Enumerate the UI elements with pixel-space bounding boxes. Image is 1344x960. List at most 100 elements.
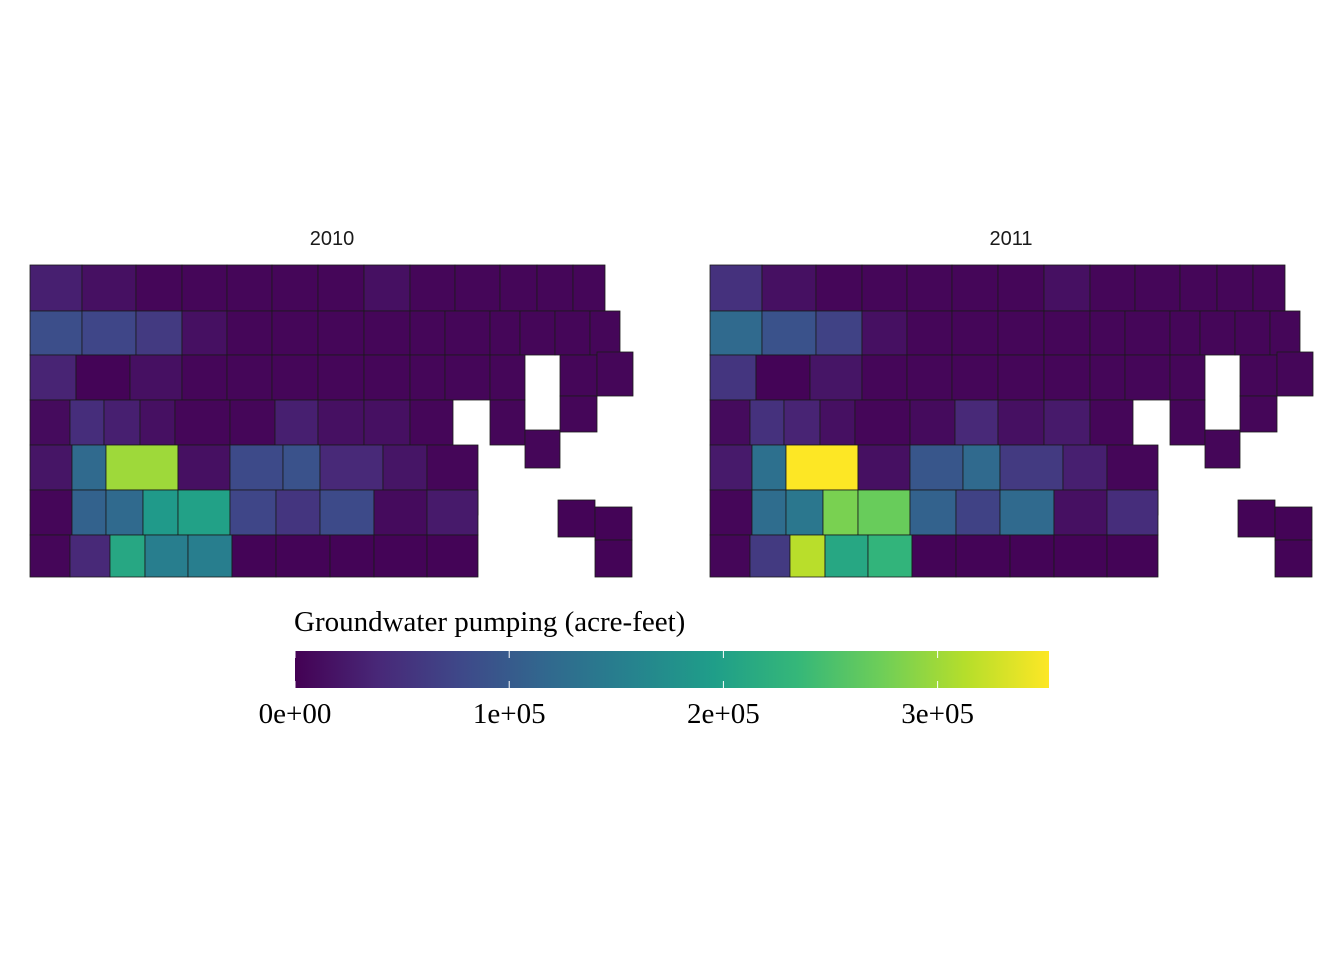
county [409,264,456,312]
legend-title: Groundwater pumping (acre-feet) [294,606,686,638]
county [751,489,787,536]
county [1204,429,1241,469]
county [824,534,869,578]
county [71,444,107,491]
county [751,444,787,491]
county [861,264,908,312]
county [489,310,521,356]
county [1276,351,1314,397]
county [909,399,956,446]
county [226,310,273,356]
county [709,489,753,536]
county [382,444,428,491]
county [275,534,331,578]
county [363,399,411,446]
county [1053,534,1108,578]
county [709,354,757,401]
map-2010 [29,264,634,578]
county [1106,489,1159,536]
county [499,264,538,312]
county [1089,310,1126,356]
county [1239,354,1278,397]
county [29,444,73,491]
county [444,310,491,356]
county [75,354,131,401]
county [29,310,83,356]
county [822,489,859,536]
county [1009,534,1055,578]
county [69,399,105,446]
county [177,444,231,491]
county [815,264,863,312]
county [861,310,908,356]
colorbar-tick-label: 1e+05 [472,698,546,730]
county [71,489,107,536]
county [69,534,111,578]
county [1089,399,1134,446]
map-2011 [709,264,1314,578]
county [1237,499,1276,538]
county [1134,264,1181,312]
facet-title-2011: 2011 [989,228,1033,250]
county [1239,395,1278,433]
county [954,399,999,446]
county [29,399,71,446]
county [271,354,319,401]
county [955,489,1001,536]
colorbar-gradient [295,651,1049,688]
colorbar-tick-label: 0e+00 [258,698,332,730]
county [1089,264,1136,312]
county [1274,539,1313,578]
county [1216,264,1254,312]
county [275,489,321,536]
colorbar [295,651,1049,688]
county [709,310,763,356]
county [444,354,491,401]
county [129,354,183,401]
county [536,264,574,312]
county [559,354,598,397]
county [789,534,826,578]
county [955,534,1011,578]
county [1062,444,1108,491]
county [81,310,137,356]
county [997,310,1045,356]
county [274,399,319,446]
county [709,534,751,578]
county [1053,489,1108,536]
county [815,310,863,356]
county [319,489,375,536]
county [861,354,908,401]
county [997,399,1045,446]
county [29,354,77,401]
county [181,310,228,356]
county [409,399,454,446]
county [81,264,137,312]
county [749,399,785,446]
county [906,354,953,401]
county [317,310,365,356]
county [524,429,561,469]
county [226,264,273,312]
county [1269,310,1301,356]
county [755,354,811,401]
county [1234,310,1271,356]
county [426,534,479,578]
county [109,534,146,578]
county [709,444,753,491]
county [999,444,1064,491]
county [177,489,231,536]
county [819,399,856,446]
county [1252,264,1286,312]
county [559,395,598,433]
county [373,534,428,578]
county [906,310,953,356]
county [857,444,911,491]
county [489,399,526,446]
county [909,444,964,491]
colorbar-tick-label: 3e+05 [901,698,974,730]
county [911,534,957,578]
county [1124,310,1171,356]
county [181,264,228,312]
